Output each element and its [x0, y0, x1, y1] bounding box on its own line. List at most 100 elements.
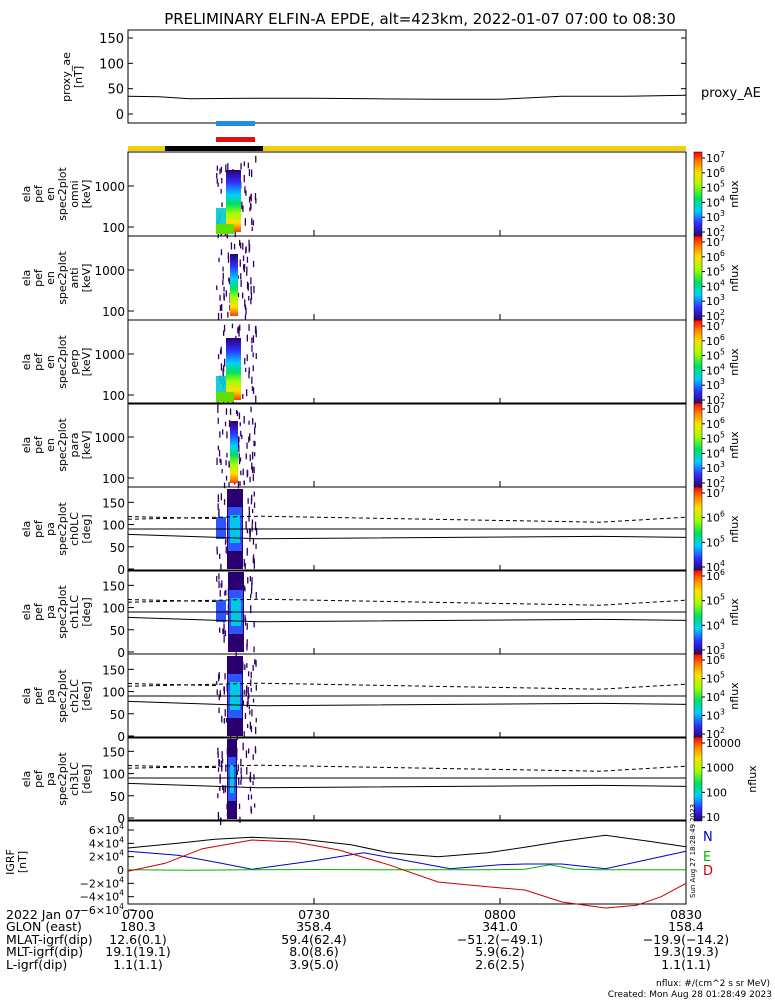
heatmap-cell — [254, 659, 256, 665]
heatmap-cell — [246, 663, 248, 668]
heatmap-cell — [241, 201, 243, 210]
heatmap-cell — [250, 277, 252, 285]
colorbar-tick-label: 103 — [706, 377, 725, 392]
heatmap-cell — [220, 313, 223, 319]
colorbar-tick-label: 103 — [706, 209, 725, 224]
panel-ylabel-line: pef — [32, 519, 45, 538]
heatmap-cell — [219, 458, 221, 463]
panel-ylabel-line: ela — [20, 604, 33, 621]
heatmap-cell — [252, 664, 254, 671]
heatmap-cell — [240, 774, 243, 781]
heatmap-cell — [228, 420, 231, 428]
heatmap-cell — [223, 330, 225, 336]
heatmap-cell — [243, 174, 245, 183]
heatmap-cell — [240, 242, 242, 249]
colorbar-tick-label: 105 — [706, 431, 725, 446]
ytick-label: 1000 — [94, 348, 125, 362]
heatmap-cell — [251, 709, 253, 717]
colorbar-tick-label: 106 — [706, 568, 725, 583]
heatmap-cell — [221, 177, 223, 184]
anti-loss-cone-dashed — [127, 683, 217, 687]
panel-ylabel-line: en — [44, 355, 57, 369]
heatmap-cell — [247, 794, 250, 801]
heatmap-cell — [247, 577, 249, 584]
heatmap-cell — [216, 689, 218, 695]
heatmap-cell — [228, 277, 230, 282]
heatmap-cell — [248, 169, 251, 177]
igrf-ytick-label: −4×104 — [80, 889, 124, 904]
heatmap-cell — [223, 634, 225, 643]
footer-value: 2.6(2.5) — [475, 957, 525, 972]
heatmap-cell — [228, 278, 231, 285]
footer-value: 0730 — [298, 907, 330, 922]
footer-value: 19.1(19.1) — [105, 944, 170, 959]
heatmap-cell — [248, 436, 250, 443]
heatmap-cell — [237, 292, 240, 297]
colorbar: 10000 1000 100 10 nflux — [693, 736, 759, 824]
heatmap-cell — [248, 196, 251, 203]
footer-value: 180.3 — [120, 919, 156, 934]
heatmap-cell — [217, 811, 219, 818]
heatmap-cell — [250, 193, 252, 202]
colorbar-tick-label: 107 — [706, 401, 725, 416]
heatmap-cell — [216, 178, 218, 184]
heatmap-cell — [254, 521, 257, 527]
heatmap-cell — [229, 408, 232, 416]
heatmap-core — [226, 338, 241, 400]
heatmap-cell — [242, 742, 244, 751]
heatmap-cell — [217, 354, 220, 360]
heatmap-cell — [223, 365, 225, 373]
heatmap-cell — [250, 794, 253, 800]
heatmap-cell — [246, 354, 248, 362]
heatmap-cell — [225, 408, 228, 415]
panel-ylabel: ela pef en spec2plot anti [keV] — [20, 251, 93, 305]
colorbar-label: nflux — [728, 431, 741, 459]
heatmap-cell — [225, 460, 227, 466]
heatmap-cell — [242, 468, 244, 476]
heatmap-cell — [218, 257, 220, 263]
heatmap-cell — [220, 166, 222, 173]
heatmap-cell — [252, 754, 254, 760]
colorbar-tick-label: 105 — [706, 534, 725, 549]
heatmap-cell — [226, 431, 228, 439]
heatmap-cell — [252, 418, 254, 425]
colorbar-tick-label: 104 — [706, 278, 725, 293]
heatmap-cell — [238, 412, 241, 420]
panel-ylabel-line: pef — [32, 268, 45, 287]
heatmap-cell — [251, 344, 253, 352]
heatmap-cell — [245, 690, 247, 696]
heatmap-cell — [238, 459, 241, 465]
heatmap-cell — [229, 304, 231, 311]
heatmap-cell — [222, 266, 224, 272]
heatmap-cell — [229, 733, 232, 740]
panel-ylabel-line: ela — [20, 437, 33, 454]
ytick-label: 150 — [102, 496, 125, 510]
panel-ylabel-line: spec2plot — [56, 335, 69, 389]
panel-ylabel-line: ela — [20, 186, 33, 203]
panel-ylabel-line: pa — [44, 605, 57, 619]
heatmap-cell — [221, 468, 223, 474]
panel-ylabel-line: [keV] — [80, 180, 93, 209]
heatmap-cell — [240, 758, 242, 765]
blue-status-marker — [216, 121, 255, 126]
heatmap-cell — [246, 256, 249, 263]
ytick-label: 100 — [102, 602, 125, 616]
loss-cone-solid — [127, 782, 687, 789]
heatmap-cell — [225, 538, 227, 543]
panel-ylabel: ela pef en spec2plot omni [keV] — [20, 167, 93, 221]
nflux-unit-note: nflux: #/(cm^2 s sr MeV) — [656, 979, 770, 989]
proxy-ae-ytick-label: 150 — [99, 32, 124, 47]
heatmap-cell — [242, 255, 245, 262]
igrf-ytick-label: −6×104 — [80, 902, 124, 917]
heatmap-cell — [252, 508, 254, 514]
side-timestamp: Sun Aug 27 18:28:49 2023 — [689, 804, 697, 898]
ytick-label: 100 — [102, 768, 125, 782]
heatmap-cell — [218, 759, 221, 765]
proxy-ae-ytick-label: 0 — [116, 108, 124, 123]
heatmap-cell — [239, 324, 241, 331]
ytick-label: 100 — [102, 221, 125, 235]
heatmap-cell — [254, 422, 256, 428]
heatmap-cell — [228, 460, 230, 467]
